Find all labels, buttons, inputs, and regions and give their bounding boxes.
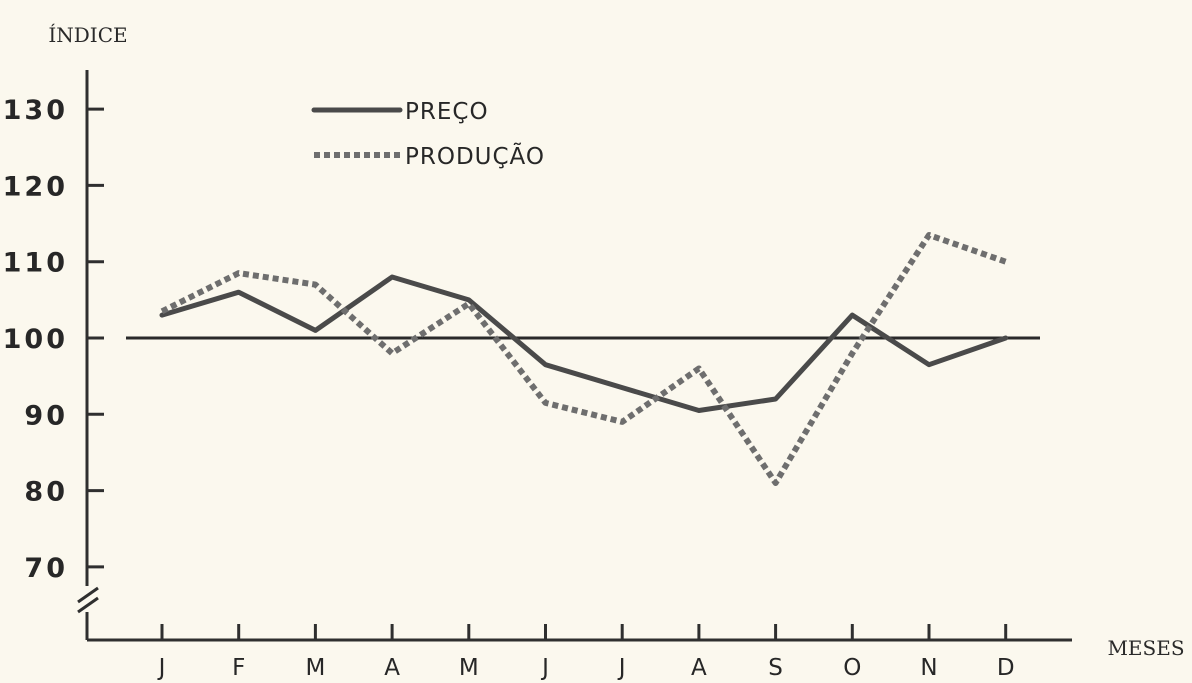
x-tick-label: J [540,655,549,681]
axis-break-mark-2 [77,596,99,614]
y-tick-label: 100 [3,324,68,355]
legend-preco-label: PREÇO [405,99,489,125]
x-tick-label: J [157,655,166,681]
y-tick-label: 110 [3,248,68,279]
x-tick-label: M [459,655,479,681]
x-axis-label: MESES [1107,636,1184,660]
x-tick-label: O [843,655,861,681]
x-tick-label: M [305,655,325,681]
y-tick-label: 90 [24,400,68,431]
legend: PREÇO PRODUÇÃO [311,99,545,170]
y-axis-label: ÍNDICE [48,23,127,47]
x-tick-label: A [691,655,707,681]
x-tick-label: F [232,655,245,681]
x-tick-label: J [617,655,626,681]
legend-producao-label: PRODUÇÃO [405,142,545,170]
y-ticks: 130 120 110 100 90 80 70 [3,95,104,584]
axis-break-mark-1 [77,586,99,604]
series-line-preco [159,274,1009,413]
y-tick-label: 120 [3,171,68,202]
y-tick-label: 80 [24,477,68,508]
x-tick-label: N [920,655,937,681]
series-layer [159,232,1009,486]
x-tick-label: D [997,655,1015,681]
x-tick-label: S [768,655,783,681]
y-tick-label: 70 [24,553,68,584]
x-tick-label: A [384,655,400,681]
y-tick-label: 130 [3,95,68,126]
series-line-producao [160,232,1007,486]
